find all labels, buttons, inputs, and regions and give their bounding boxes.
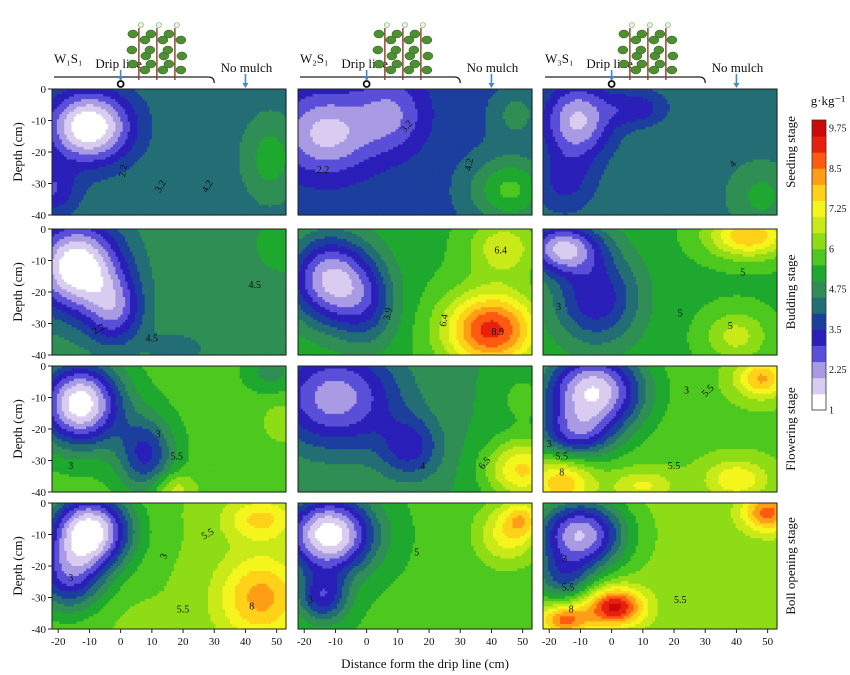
contour-panel: 2.23.2 4.20-10-20-30-40Depth (cm) bbox=[10, 84, 287, 222]
panel-grid: 2.23.2 4.20-10-20-30-40Depth (cm)2.24.54.… bbox=[10, 84, 778, 648]
